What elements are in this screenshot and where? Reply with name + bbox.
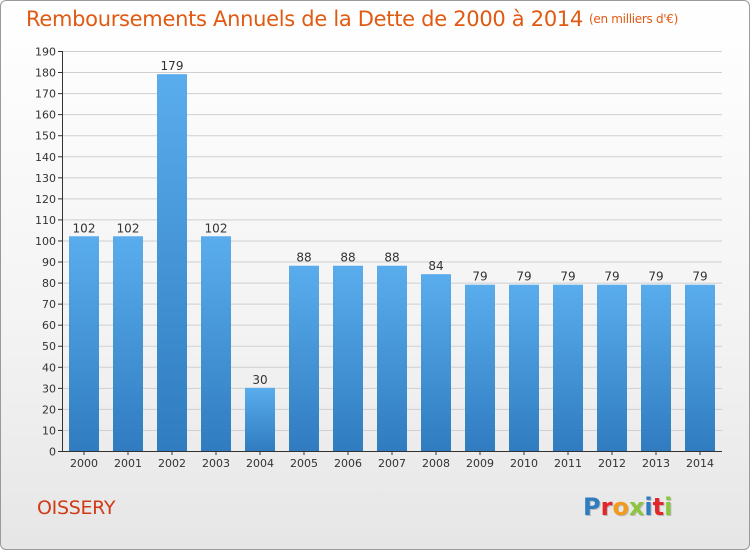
- y-tick-label: 0: [49, 446, 56, 459]
- y-tick-label: 130: [35, 172, 56, 185]
- bar: [201, 236, 231, 451]
- bar: [113, 236, 143, 451]
- data-label: 88: [340, 251, 355, 265]
- x-tick-label: 2014: [686, 457, 714, 470]
- y-tick-label: 20: [42, 403, 56, 416]
- y-tick-label: 90: [42, 256, 56, 269]
- bar: [69, 236, 99, 451]
- logo-letter: t: [652, 493, 665, 521]
- logo-letter: i: [664, 493, 673, 521]
- y-tick-label: 40: [42, 361, 56, 374]
- y-tick-label: 110: [35, 214, 56, 227]
- y-tick-label: 30: [42, 382, 56, 395]
- x-tick-label: 2011: [554, 457, 582, 470]
- data-label: 179: [161, 59, 184, 73]
- logo-letter: P: [583, 493, 601, 521]
- chart-title-text: Remboursements Annuels de la Dette de 20…: [26, 7, 583, 31]
- bar: [421, 274, 451, 451]
- bar: [509, 284, 539, 451]
- y-tick-label: 140: [35, 151, 56, 164]
- data-label: 102: [117, 221, 140, 235]
- bar: [333, 265, 363, 451]
- y-tick-label: 100: [35, 235, 56, 248]
- x-tick-label: 2001: [114, 457, 142, 470]
- y-tick-label: 10: [42, 424, 56, 437]
- x-tick-label: 2009: [466, 457, 494, 470]
- x-tick-label: 2004: [246, 457, 274, 470]
- proxiti-logo[interactable]: Proxiti: [583, 493, 693, 523]
- x-tick-label: 2013: [642, 457, 670, 470]
- bar: [641, 284, 671, 451]
- bar: [465, 284, 495, 451]
- y-tick-label: 160: [35, 109, 56, 122]
- axes: [58, 51, 722, 455]
- x-tick-label: 2010: [510, 457, 538, 470]
- logo-letter: x: [628, 493, 645, 521]
- x-tick-label: 2006: [334, 457, 362, 470]
- bars: [69, 74, 715, 451]
- y-tick-label: 120: [35, 193, 56, 206]
- labels: 0 10 20 30 40 50 60 70 80 90 100 110 120 130 140 150 160…: [35, 46, 714, 471]
- data-label: 102: [73, 221, 96, 235]
- x-tick-label: 2002: [158, 457, 186, 470]
- y-tick-label: 60: [42, 319, 56, 332]
- y-tick-label: 170: [35, 88, 56, 101]
- bar: [553, 284, 583, 451]
- chart-title: Remboursements Annuels de la Dette de 20…: [26, 7, 678, 31]
- data-label: 88: [296, 251, 311, 265]
- bar: [597, 284, 627, 451]
- data-label: 88: [384, 251, 399, 265]
- y-tick-label: 80: [42, 277, 56, 290]
- commune-name: OISSERY: [37, 497, 116, 519]
- data-label: 84: [428, 259, 443, 273]
- chart-unit: (en milliers d'€): [589, 12, 679, 26]
- data-label: 102: [205, 221, 228, 235]
- bar: [289, 265, 319, 451]
- y-tick-label: 50: [42, 340, 56, 353]
- x-tick-label: 2008: [422, 457, 450, 470]
- logo-letter: o: [612, 493, 629, 521]
- bar: [685, 284, 715, 451]
- x-tick-label: 2007: [378, 457, 406, 470]
- bar: [245, 387, 275, 451]
- data-label: 79: [648, 270, 663, 284]
- x-tick-label: 2000: [70, 457, 98, 470]
- x-tick-label: 2012: [598, 457, 626, 470]
- bar: [377, 265, 407, 451]
- data-label: 79: [692, 270, 707, 284]
- data-label: 30: [252, 373, 267, 387]
- logo-letter: i: [644, 493, 653, 521]
- y-tick-label: 180: [35, 67, 56, 80]
- data-label: 79: [560, 270, 575, 284]
- x-tick-label: 2005: [290, 457, 318, 470]
- bar: [157, 74, 187, 451]
- y-tick-label: 190: [35, 46, 56, 59]
- data-label: 79: [516, 270, 531, 284]
- y-tick-label: 70: [42, 298, 56, 311]
- data-label: 79: [472, 270, 487, 284]
- y-tick-label: 150: [35, 130, 56, 143]
- x-tick-label: 2003: [202, 457, 230, 470]
- logo-letter: r: [600, 493, 613, 521]
- data-label: 79: [604, 270, 619, 284]
